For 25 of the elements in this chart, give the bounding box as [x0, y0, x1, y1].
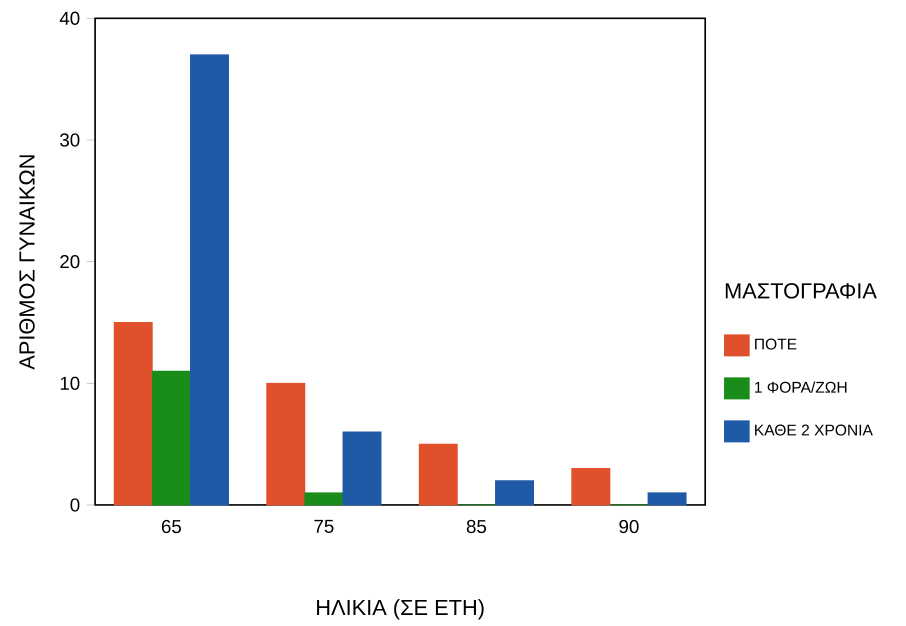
bar — [648, 492, 687, 506]
y-tick-label: 0 — [70, 498, 80, 512]
x-tick-label: 75 — [314, 520, 334, 534]
bar — [152, 370, 191, 506]
x-tick-label: 85 — [466, 520, 486, 534]
legend-label: 1 ΦΟΡΑ/ΖΩΗ — [755, 382, 846, 393]
y-tick-label: 40 — [60, 12, 80, 26]
bar — [114, 322, 153, 506]
y-axis-title: ΑΡΙΘΜΟΣ ΓΥΝΑΙΚΩΝ — [19, 155, 35, 370]
bar — [342, 432, 382, 506]
x-axis-title: ΗΛΙΚΙΑ (ΣΕ ΕΤΗ) — [317, 599, 484, 620]
bar — [304, 492, 344, 506]
y-tick-label: 30 — [60, 133, 80, 147]
y-tick-label: 20 — [60, 255, 80, 268]
legend-label: ΚΑΘΕ 2 ΧΡΟΝΙΑ — [755, 424, 873, 436]
bar — [495, 480, 534, 506]
bar — [190, 54, 229, 506]
bar — [571, 468, 610, 506]
x-tick-label: 65 — [162, 520, 181, 534]
y-tick-label: 10 — [60, 376, 80, 390]
bar — [266, 383, 306, 506]
legend-title: ΜΑΣΤΟΓΡΑΦΙΑ — [726, 283, 877, 299]
legend-label: ΠΟΤΕ — [755, 338, 796, 350]
x-tick-label: 90 — [619, 520, 639, 534]
bar — [418, 444, 458, 506]
